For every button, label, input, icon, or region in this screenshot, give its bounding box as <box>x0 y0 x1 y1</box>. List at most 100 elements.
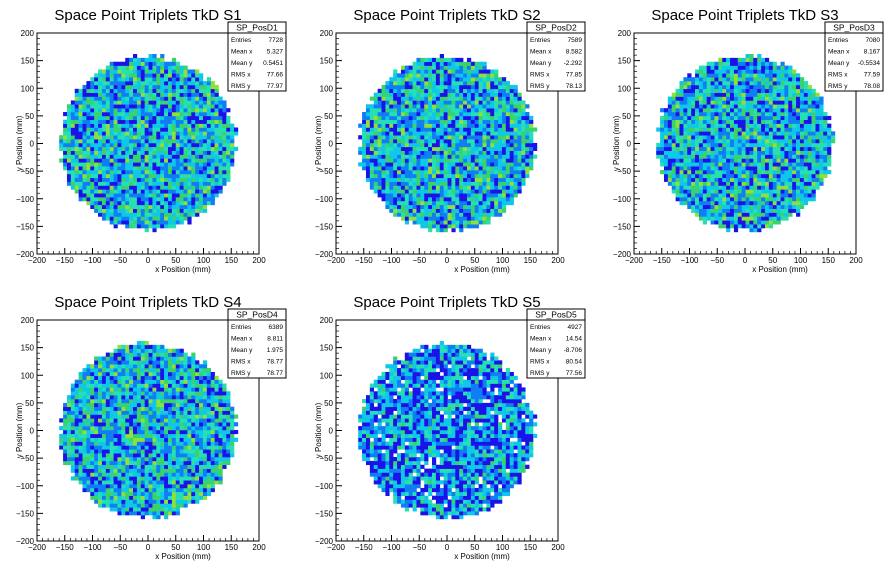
heatmap-cell <box>776 73 781 78</box>
heatmap-cell <box>710 158 715 163</box>
heatmap-cell <box>474 84 479 90</box>
heatmap-cell <box>144 154 149 159</box>
heatmap-cell <box>517 131 522 136</box>
heatmap-cell <box>761 208 766 213</box>
heatmap-cell <box>199 139 204 144</box>
heatmap-cell <box>722 73 727 78</box>
heatmap-cell <box>420 81 425 86</box>
heatmap-cell <box>443 115 448 121</box>
heatmap-cell <box>435 142 441 148</box>
heatmap-cell <box>691 208 696 213</box>
heatmap-cell <box>428 146 433 151</box>
heatmap-cell <box>722 81 727 86</box>
heatmap-cell <box>175 123 180 128</box>
heatmap-cell <box>737 216 742 221</box>
heatmap-cell <box>199 177 204 182</box>
heatmap-cell <box>447 212 452 217</box>
heatmap-cell <box>167 177 173 182</box>
heatmap-cell <box>525 119 530 124</box>
heatmap-cell <box>494 81 499 86</box>
heatmap-cell <box>737 61 742 66</box>
heatmap-cell <box>764 112 770 117</box>
heatmap-cell <box>63 154 68 159</box>
heatmap-cell <box>741 77 746 82</box>
heatmap-cell <box>799 162 805 167</box>
heatmap-cell <box>164 185 169 190</box>
heatmap-cell <box>761 204 766 209</box>
heatmap-cell <box>432 189 437 194</box>
heatmap-cell <box>784 115 789 121</box>
heatmap-cell <box>498 77 503 82</box>
heatmap-cell <box>691 139 696 144</box>
heatmap-cell <box>420 220 425 225</box>
heatmap-cell <box>757 92 762 97</box>
heatmap-cell <box>737 208 742 213</box>
heatmap-cell <box>486 158 491 163</box>
heatmap-cell <box>776 146 781 151</box>
heatmap-cell <box>393 123 398 128</box>
heatmap-cell <box>191 84 196 90</box>
heatmap-cell <box>730 212 735 217</box>
heatmap-cell <box>78 131 83 136</box>
heatmap-cell <box>59 135 64 140</box>
heatmap-cell <box>226 154 231 159</box>
heatmap-cell <box>214 108 219 113</box>
heatmap-cell <box>109 119 114 124</box>
heatmap-cell <box>152 142 157 148</box>
heatmap-cell <box>451 204 456 209</box>
heatmap-cell <box>400 96 406 101</box>
heatmap-cell <box>432 166 437 171</box>
heatmap-cell <box>455 127 460 132</box>
heatmap-cell <box>136 139 142 144</box>
heatmap-cell <box>113 88 118 93</box>
heatmap-cell <box>129 181 134 186</box>
heatmap-cell <box>183 216 188 221</box>
heatmap-cell <box>432 96 437 101</box>
heatmap-cell <box>226 173 231 179</box>
heatmap-cell <box>749 84 754 90</box>
heatmap-cell <box>753 224 758 229</box>
heatmap-cell <box>148 88 153 93</box>
heatmap-cell <box>428 115 433 121</box>
heatmap-cell <box>702 154 707 159</box>
heatmap-cell <box>761 185 766 190</box>
heatmap-cell <box>447 77 452 82</box>
heatmap-cell <box>404 127 409 132</box>
heatmap-cell <box>663 135 669 140</box>
heatmap-cell <box>90 177 95 182</box>
heatmap-cell <box>187 119 192 124</box>
heatmap-cell <box>513 127 518 132</box>
heatmap-cell <box>819 170 824 175</box>
heatmap-cell <box>160 181 165 186</box>
heatmap-cell <box>768 150 774 155</box>
heatmap-cell <box>164 150 169 155</box>
heatmap-cell <box>470 158 476 163</box>
heatmap-cell <box>722 139 727 144</box>
heatmap-cell <box>210 166 215 171</box>
heatmap-cell <box>466 162 472 167</box>
heatmap-cell <box>714 162 719 167</box>
heatmap-cell <box>474 112 479 117</box>
heatmap-cell <box>105 112 110 117</box>
heatmap-cell <box>167 65 173 70</box>
heatmap-cell <box>722 224 727 229</box>
heatmap-cell <box>439 119 444 124</box>
heatmap-cell <box>164 92 169 97</box>
heatmap-cell <box>404 112 409 117</box>
heatmap-cell <box>202 193 208 198</box>
heatmap-cell <box>105 150 110 155</box>
heatmap-cell <box>706 84 711 90</box>
heatmap-cell <box>761 166 766 171</box>
heatmap-cell <box>726 208 731 213</box>
heatmap-cell <box>498 108 503 113</box>
heatmap-cell <box>726 92 731 97</box>
heatmap-cell <box>470 73 476 78</box>
heatmap-cell <box>455 142 460 148</box>
heatmap-cell <box>144 65 149 70</box>
heatmap-cell <box>768 96 774 101</box>
heatmap-cell <box>381 84 386 90</box>
heatmap-cell <box>784 100 789 105</box>
heatmap-cell <box>796 123 801 128</box>
heatmap-cell <box>70 127 76 132</box>
heatmap-cell <box>733 92 739 97</box>
